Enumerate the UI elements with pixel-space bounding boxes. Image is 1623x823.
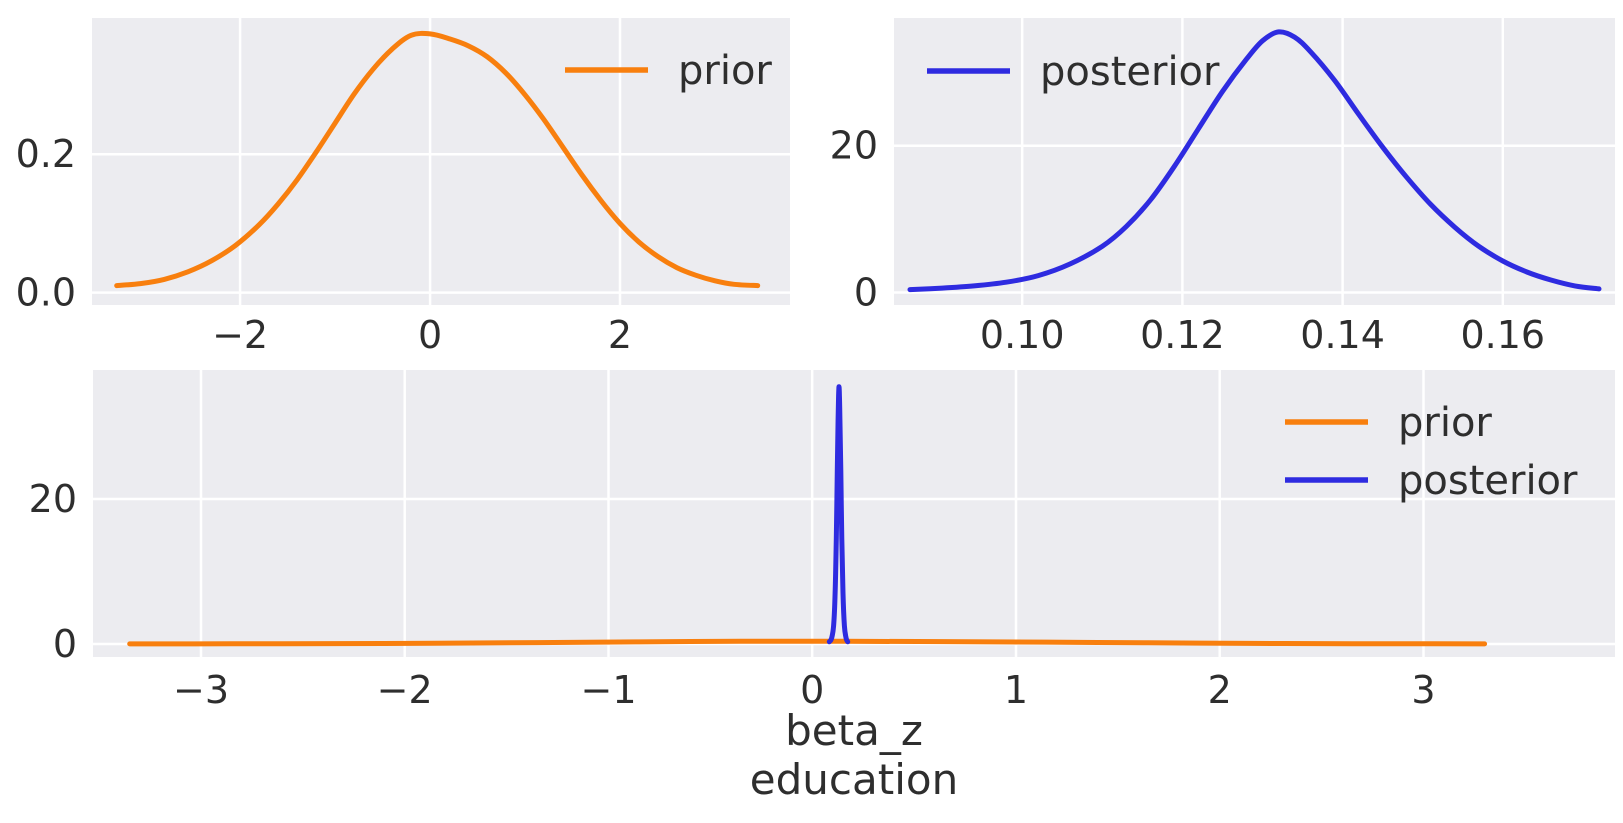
series-prior (114, 30, 761, 289)
x-tick-label: 0.16 (1460, 313, 1545, 357)
x-tick-label: 0.14 (1300, 313, 1385, 357)
legend-label-prior: prior (678, 48, 772, 94)
x-tick-label: −3 (173, 668, 229, 712)
x-tick-label: −2 (212, 313, 268, 357)
y-tick-label: 20 (830, 124, 878, 168)
series-prior (127, 638, 1488, 647)
x-tick-label: 0.12 (1140, 313, 1225, 357)
y-tick-label: 0.2 (16, 132, 76, 176)
series-posterior (826, 384, 851, 645)
x-tick-label: 1 (1004, 668, 1028, 712)
x-tick-label: −1 (580, 668, 636, 712)
x-tick-label: 0 (800, 668, 824, 712)
x-axis-label-line-1: beta_z (785, 706, 923, 755)
subplot-prior-marginal: −2 0 2 0.0 0.2 prior (16, 18, 790, 357)
x-tick-label: 0.10 (980, 313, 1065, 357)
x-tick-label: −2 (377, 668, 433, 712)
x-axis-label: beta_z education (93, 706, 1615, 804)
x-tick-label: 2 (1208, 668, 1232, 712)
series-posterior (907, 29, 1602, 293)
y-tick-label: 0 (53, 622, 77, 666)
x-tick-label: 2 (608, 313, 632, 357)
x-tick-label: 3 (1411, 668, 1435, 712)
legend-label-posterior: posterior (1398, 458, 1578, 504)
y-tick-label: 0.0 (16, 271, 76, 315)
subplot-prior-posterior-overlay: −3 −2 −1 0 1 2 3 0 20 prior posterior (29, 370, 1615, 712)
y-tick-label: 0 (854, 271, 878, 315)
axes-background (92, 18, 790, 305)
x-tick-label: 0 (418, 313, 442, 357)
y-tick-label: 20 (29, 477, 77, 521)
x-axis-label-line-2: education (749, 755, 959, 804)
subplot-posterior-marginal: 0.10 0.12 0.14 0.16 0 20 posterior (830, 18, 1615, 357)
axes-background (93, 370, 1615, 657)
legend-label-prior: prior (1398, 400, 1492, 446)
legend-label-posterior: posterior (1040, 49, 1220, 95)
